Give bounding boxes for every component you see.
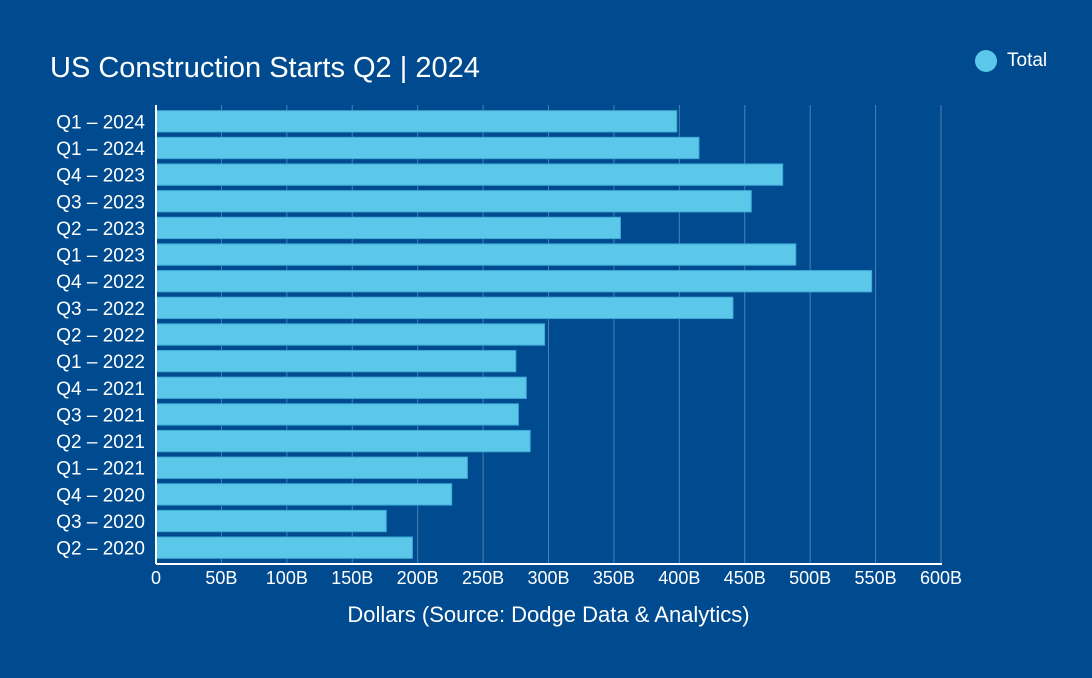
category-label: Q2 – 2020: [56, 539, 145, 560]
bar: [155, 136, 700, 160]
x-tick-label: 250B: [462, 568, 504, 588]
bar: [155, 376, 527, 399]
x-axis-title: Dollars (Source: Dodge Data & Analytics): [347, 602, 749, 627]
category-label: Q3 – 2021: [56, 405, 145, 426]
bar: [155, 509, 387, 533]
category-label: Q1 – 2024: [56, 112, 145, 133]
bar: [155, 190, 752, 213]
chart-title: US Construction Starts Q2 | 2024: [50, 52, 480, 84]
bar: [155, 270, 873, 293]
bar: [155, 163, 784, 186]
category-label: Q4 – 2021: [56, 379, 145, 400]
category-label: Q4 – 2020: [56, 485, 145, 506]
bar: [155, 349, 517, 373]
x-tick-label: 400B: [658, 568, 700, 588]
bar: [155, 110, 678, 133]
category-label: Q1 – 2022: [56, 352, 145, 373]
category-label: Q3 – 2020: [56, 512, 145, 533]
bar: [155, 296, 734, 320]
legend-label-total: Total: [1007, 50, 1048, 71]
bar: [155, 429, 531, 453]
x-tick-label: 450B: [724, 568, 766, 588]
x-tick-label: 500B: [789, 568, 831, 588]
category-label: Q4 – 2023: [56, 166, 145, 187]
x-tick-label: 100B: [266, 568, 308, 588]
bar: [155, 483, 453, 506]
category-label: Q3 – 2022: [56, 299, 145, 320]
category-label: Q1 – 2024: [56, 139, 145, 160]
category-label: Q2 – 2023: [56, 219, 145, 240]
bar: [155, 403, 519, 426]
category-label: Q1 – 2021: [56, 459, 145, 480]
bar: [155, 323, 546, 346]
x-tick-label: 50B: [205, 568, 237, 588]
bar: [155, 243, 797, 266]
category-label: Q2 – 2022: [56, 326, 145, 347]
x-tick-label: 300B: [527, 568, 569, 588]
bar: [155, 536, 413, 559]
category-label: Q2 – 2021: [56, 432, 145, 453]
x-tick-label: 550B: [855, 568, 897, 588]
x-tick-label: 0: [151, 568, 161, 588]
bar: [155, 456, 468, 479]
category-label: Q4 – 2022: [56, 272, 145, 293]
category-label: Q3 – 2023: [56, 192, 145, 213]
bar: [155, 216, 621, 240]
x-tick-label: 200B: [397, 568, 439, 588]
legend: Total: [975, 50, 1047, 72]
x-tick-label: 350B: [593, 568, 635, 588]
category-label: Q1 – 2023: [56, 246, 145, 267]
x-tick-label: 600B: [920, 568, 962, 588]
legend-swatch: [975, 50, 997, 72]
x-tick-label: 150B: [331, 568, 373, 588]
